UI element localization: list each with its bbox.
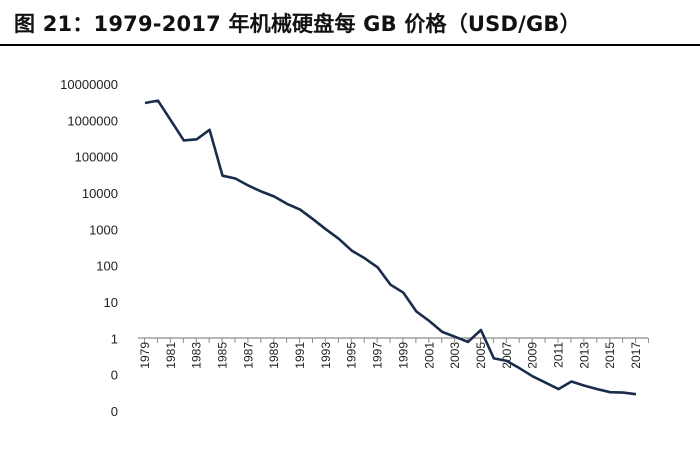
x-tick-label: 1999 [396, 342, 410, 369]
y-tick-label: 0 [111, 404, 118, 419]
x-tick-label: 2013 [577, 342, 591, 369]
x-tick-label: 1987 [241, 342, 255, 369]
x-tick-label: 2015 [603, 342, 617, 369]
y-tick-label: 100000 [75, 150, 118, 165]
title-bar: 图 21：1979-2017 年机械硬盘每 GB 价格（USD/GB） [0, 0, 700, 46]
y-tick-label: 1000 [89, 222, 118, 237]
y-tick-label: 100 [96, 259, 118, 274]
x-tick-label: 1991 [293, 342, 307, 369]
title-divider [0, 44, 700, 46]
x-axis [138, 337, 649, 343]
y-tick-label: 0 [111, 368, 118, 383]
y-tick-label: 1 [111, 331, 118, 346]
x-tick-label: 2009 [526, 342, 540, 369]
price-series-line [144, 99, 637, 396]
x-tick-label: 2005 [474, 342, 488, 369]
x-tick-label: 2003 [448, 342, 462, 369]
x-tick-label: 2017 [629, 342, 643, 369]
y-tick-label: 10000000 [60, 77, 118, 92]
x-tick-label: 1995 [345, 342, 359, 369]
x-axis-ticks: 1979 1981 1983 1985 1987 1989 1991 1993 1995 1997… [138, 342, 643, 369]
x-tick-label: 1985 [216, 342, 230, 369]
y-tick-label: 1000000 [67, 113, 118, 128]
chart-title: 图 21：1979-2017 年机械硬盘每 GB 价格（USD/GB） [14, 12, 581, 36]
x-tick-label: 1981 [164, 342, 178, 369]
x-tick-label: 1983 [190, 342, 204, 369]
x-tick-label: 2001 [422, 342, 436, 369]
y-tick-label: 10000 [82, 186, 118, 201]
x-tick-label: 1997 [371, 342, 385, 369]
x-tick-label: 1993 [319, 342, 333, 369]
x-tick-label: 1979 [138, 342, 152, 369]
x-tick-label: 2011 [551, 342, 565, 368]
x-tick-label: 1989 [267, 342, 281, 369]
y-tick-label: 10 [104, 295, 118, 310]
